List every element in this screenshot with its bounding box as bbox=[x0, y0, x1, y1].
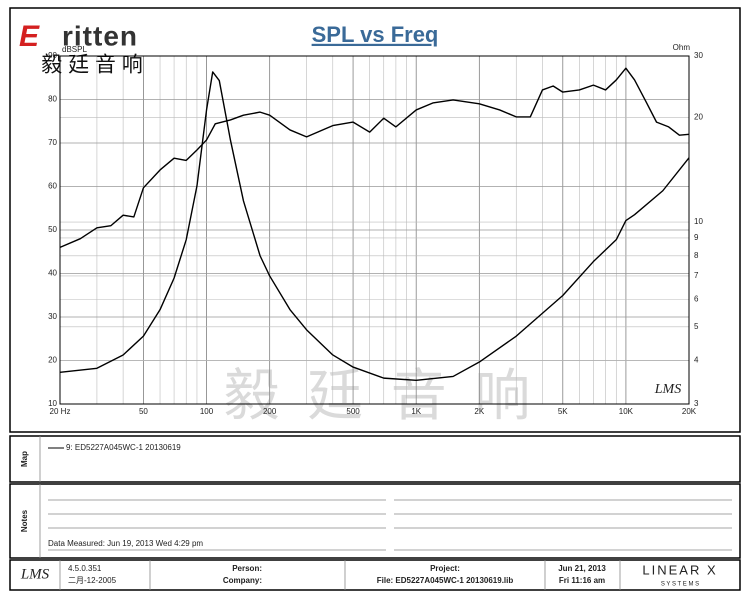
footer-dividers bbox=[59, 560, 621, 590]
y2-tick-label: 20 bbox=[694, 112, 703, 121]
chart-frame bbox=[9, 7, 741, 433]
map-panel bbox=[9, 435, 741, 483]
x-tick-label: 200 bbox=[263, 407, 277, 416]
y-tick-label: 10 bbox=[48, 399, 57, 408]
y2-tick-label: 4 bbox=[694, 356, 699, 365]
y-tick-label: 60 bbox=[48, 182, 57, 191]
brand-name: ritten bbox=[62, 20, 138, 51]
version: 4.5.0.351 bbox=[68, 564, 102, 573]
x-tick-label: 20K bbox=[682, 407, 697, 416]
brand-chinese: 毅 廷 音 响 bbox=[41, 54, 143, 77]
x-tick-label: 5K bbox=[558, 407, 568, 416]
x-tick-label: 20 Hz bbox=[50, 407, 71, 416]
report-date: Jun 21, 2013 bbox=[558, 564, 606, 573]
y2-tick-label: 10 bbox=[694, 217, 703, 226]
x-tick-label: 10K bbox=[619, 407, 634, 416]
notes-panel bbox=[9, 483, 741, 559]
y2-tick-label: 5 bbox=[694, 322, 699, 331]
legend-entry: 9: ED5227A045WC-1 20130619 bbox=[66, 443, 181, 452]
y-tick-label: 50 bbox=[48, 225, 57, 234]
x-tick-label: 500 bbox=[346, 407, 360, 416]
linearx-brand: LINEAR X bbox=[642, 562, 717, 577]
y-axis-label: dBSPL bbox=[62, 45, 87, 54]
x-tick-label: 1K bbox=[411, 407, 421, 416]
company: Company: bbox=[223, 576, 262, 585]
brand-initial: E bbox=[19, 20, 40, 53]
y2-tick-label: 3 bbox=[694, 399, 699, 408]
report-time: Fri 11:16 am bbox=[559, 576, 605, 585]
plot-border bbox=[59, 55, 690, 405]
measured-date: Data Measured: Jun 19, 2013 Wed 4:29 pm bbox=[48, 539, 203, 548]
y-tick-label: 90 bbox=[48, 51, 57, 60]
map-label: Map bbox=[20, 451, 29, 467]
chart-title: SPL vs Freq bbox=[312, 22, 439, 47]
build-date: 二月-12-2005 bbox=[68, 576, 117, 585]
file: File: ED5227A045WC-1 20130619.lib bbox=[377, 576, 514, 585]
x-tick-label: 100 bbox=[200, 407, 214, 416]
notes-label: Notes bbox=[20, 509, 29, 532]
y2-tick-label: 7 bbox=[694, 271, 699, 280]
y-tick-label: 20 bbox=[48, 356, 57, 365]
linearx-sub: S Y S T E M S bbox=[661, 582, 699, 588]
y-tick-label: 70 bbox=[48, 138, 57, 147]
person: Person: bbox=[232, 564, 262, 573]
y-tick-label: 80 bbox=[48, 95, 57, 104]
y-tick-label: 40 bbox=[48, 269, 57, 278]
y2-axis-label: Ohm bbox=[673, 43, 691, 52]
y2-tick-label: 8 bbox=[694, 251, 699, 260]
y2-tick-label: 6 bbox=[694, 294, 699, 303]
project: Project: bbox=[430, 564, 460, 573]
y2-tick-label: 30 bbox=[694, 51, 703, 60]
lms-mark: LMS bbox=[654, 382, 681, 397]
footer bbox=[9, 559, 741, 591]
y-tick-label: 30 bbox=[48, 312, 57, 321]
series-line bbox=[59, 71, 690, 381]
note-lines bbox=[48, 499, 732, 551]
y2-tick-label: 9 bbox=[694, 233, 699, 242]
series-line bbox=[59, 67, 690, 249]
footer-logo: LMS bbox=[20, 566, 50, 582]
watermark: 毅 廷 音 响 bbox=[224, 364, 537, 427]
x-tick-label: 2K bbox=[474, 407, 484, 416]
x-tick-label: 50 bbox=[139, 407, 148, 416]
